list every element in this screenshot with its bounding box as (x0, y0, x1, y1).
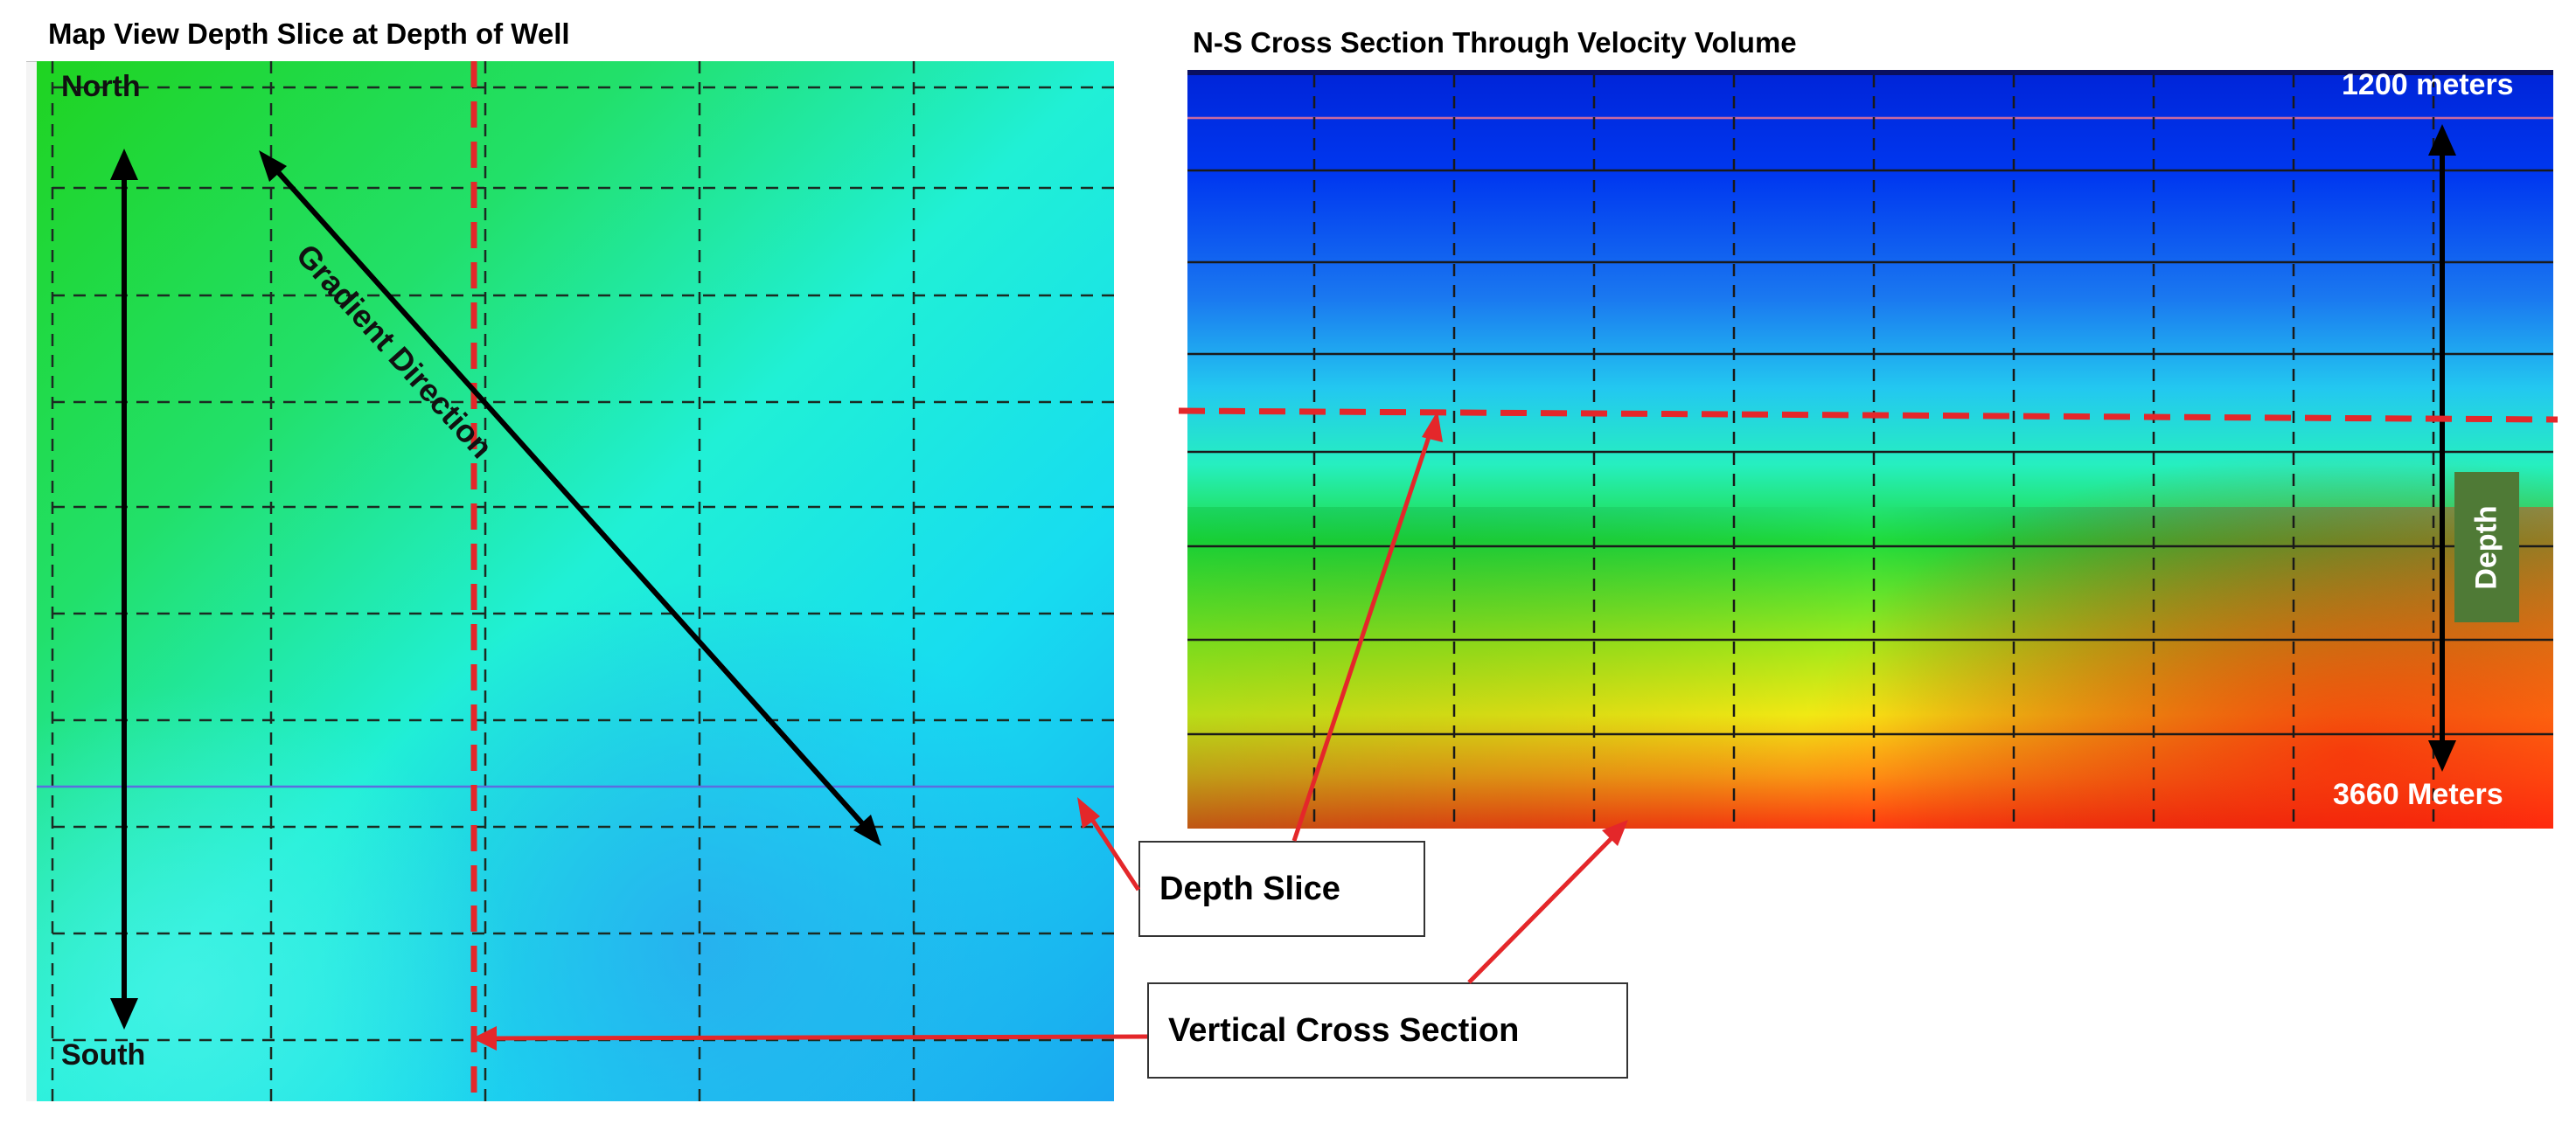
depth-slice-callout: Depth Slice (1138, 841, 1425, 937)
map-view-canvas: Gradient Direction (26, 61, 1114, 1101)
bottom-depth-label: 3660 Meters (2333, 778, 2503, 811)
north-label: North (61, 70, 141, 103)
map-view-panel: Gradient Direction (26, 61, 1114, 1101)
cross-section-canvas (1187, 70, 2553, 829)
top-depth-label: 1200 meters (2342, 68, 2514, 101)
vertical-cross-section-callout: Vertical Cross Section (1147, 982, 1628, 1079)
depth-slice-callout-text: Depth Slice (1159, 870, 1340, 907)
arrow-cross-section-right (1467, 830, 1619, 984)
map-grid (51, 61, 1114, 1101)
depth-slice-line (1178, 407, 2559, 423)
depth-badge-label: Depth (2469, 504, 2503, 590)
south-label: South (61, 1038, 146, 1072)
vertical-cross-section-callout-text: Vertical Cross Section (1168, 1011, 1520, 1049)
map-view-title: Map View Depth Slice at Depth of Well (48, 17, 570, 50)
cross-section-title: N-S Cross Section Through Velocity Volum… (1193, 26, 1797, 59)
gradient-direction-arrow (259, 150, 881, 846)
cross-section-panel (1187, 70, 2553, 829)
north-south-arrow (110, 149, 138, 1030)
depth-arrow (2428, 124, 2456, 772)
depth-badge: Depth (2454, 472, 2519, 622)
